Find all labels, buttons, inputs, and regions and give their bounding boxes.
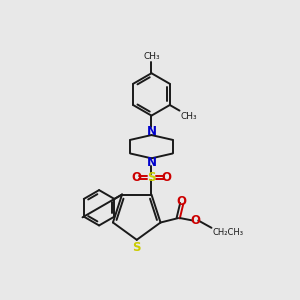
Text: CH₃: CH₃ [181, 112, 197, 121]
Text: O: O [177, 194, 187, 208]
Text: O: O [190, 214, 200, 227]
Text: N: N [146, 156, 157, 169]
Text: S: S [147, 171, 156, 184]
Text: CH₂CH₃: CH₂CH₃ [213, 228, 244, 237]
Text: CH₃: CH₃ [143, 52, 160, 61]
Text: S: S [133, 241, 141, 254]
Text: O: O [131, 171, 141, 184]
Text: N: N [146, 125, 157, 138]
Text: O: O [162, 171, 172, 184]
